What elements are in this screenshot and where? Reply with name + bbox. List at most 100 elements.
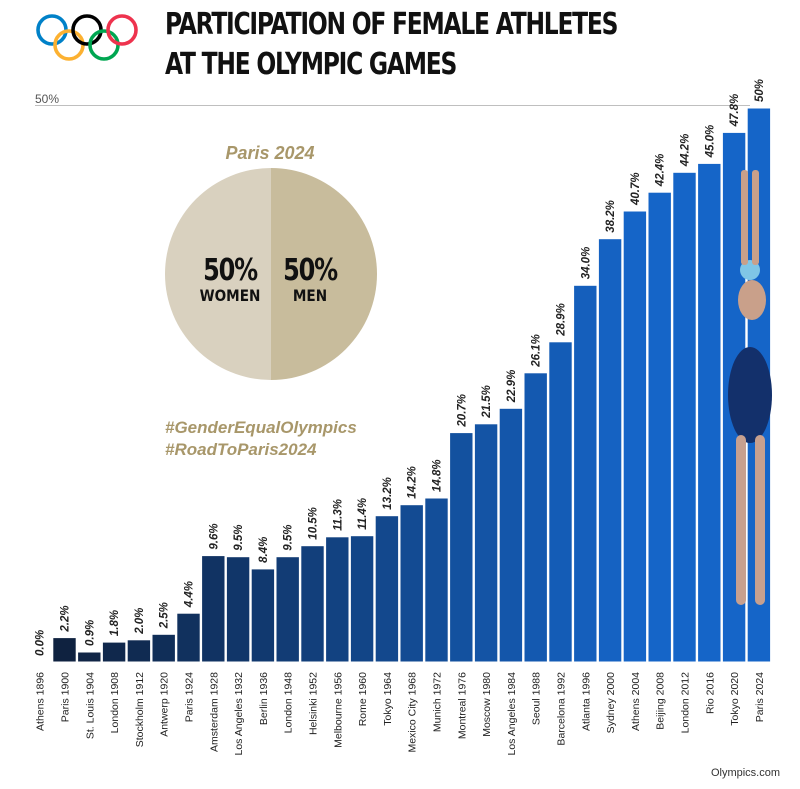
value-label: 2.0% <box>134 608 146 635</box>
women-label: WOMEN <box>199 286 261 305</box>
hashtag-gender-equal: #GenderEqualOlympics <box>165 418 357 437</box>
category-label: Rio 2016 <box>704 672 716 714</box>
chart-title-line-2: AT THE OLYMPIC GAMES <box>165 47 457 82</box>
bar-moscow-1980 <box>473 423 499 663</box>
category-label: Paris 2024 <box>754 672 766 722</box>
category-label: Antwerp 1920 <box>159 672 171 737</box>
value-label: 0.0% <box>35 630 47 656</box>
value-label: 14.2% <box>407 466 419 499</box>
bar-berlin-1936 <box>250 568 276 663</box>
gender-pie-chart <box>165 168 377 380</box>
value-label: 26.1% <box>531 334 543 368</box>
value-label: 10.5% <box>308 507 320 540</box>
inset-pie-title: Paris 2024 <box>225 143 315 163</box>
category-label: Beijing 2008 <box>655 672 667 730</box>
bar-paris-1900 <box>52 637 77 663</box>
value-label: 50% <box>754 79 766 102</box>
category-label: Seoul 1988 <box>531 672 543 725</box>
pie-slice-women <box>165 168 271 380</box>
value-label: 38.2% <box>605 200 617 233</box>
bar-mexico-city-1968 <box>399 504 424 663</box>
value-label: 2.5% <box>159 602 171 629</box>
category-label: Helsinki 1952 <box>308 672 320 735</box>
value-label: 9.5% <box>283 524 295 550</box>
men-percent: 50% <box>283 253 338 288</box>
bar-atlanta-1996 <box>573 284 598 663</box>
value-label: 34.0% <box>580 247 592 280</box>
reference-line-label: 50% <box>35 92 60 106</box>
category-label: Moscow 1980 <box>481 672 493 737</box>
category-label: Munich 1972 <box>432 672 444 732</box>
bar-athens-2004 <box>622 210 648 663</box>
bar-rome-1960 <box>349 535 375 663</box>
value-label: 14.8% <box>432 459 444 492</box>
category-label: Los Angeles 1932 <box>233 672 245 756</box>
olympic-rings-icon <box>36 14 138 61</box>
category-label: Melbourne 1956 <box>332 672 344 748</box>
bar-antwerp-1920 <box>151 633 176 663</box>
category-label: Berlin 1936 <box>258 672 270 725</box>
category-label: Paris 1924 <box>184 672 196 722</box>
category-label: Sydney 2000 <box>605 672 617 733</box>
bar-amsterdam-1928 <box>201 555 226 663</box>
bar-tokyo-1964 <box>374 515 400 663</box>
value-label: 9.6% <box>208 523 220 549</box>
value-label: 13.2% <box>382 477 394 510</box>
category-label: St. Louis 1904 <box>84 672 96 739</box>
pie-slice-men <box>271 168 377 380</box>
value-label: 47.8% <box>729 94 741 128</box>
category-label: Barcelona 1992 <box>556 672 568 746</box>
bar-stockholm-1912 <box>126 639 152 663</box>
value-label: 11.4% <box>357 498 369 530</box>
bar-melbourne-1956 <box>325 536 350 663</box>
reference-line <box>35 105 750 106</box>
bar-rio-2016 <box>697 162 722 663</box>
category-label: Athens 2004 <box>630 672 642 731</box>
bar-london-2012 <box>672 171 697 663</box>
men-share: 50% MEN <box>270 255 350 305</box>
value-label: 28.9% <box>556 303 568 337</box>
swimmer-illustration <box>728 170 772 605</box>
women-percent: 50% <box>203 253 258 288</box>
value-label: 1.8% <box>109 610 121 636</box>
category-label: London 2012 <box>680 672 692 733</box>
women-share: 50% WOMEN <box>190 255 270 305</box>
value-label: 45.0% <box>704 125 716 159</box>
value-label: 42.4% <box>655 154 667 188</box>
value-label: 0.9% <box>84 620 96 646</box>
bar-helsinki-1952 <box>300 545 325 663</box>
value-label: 21.5% <box>481 385 493 419</box>
bar-barcelona-1992 <box>548 341 573 663</box>
category-label: London 1908 <box>109 672 121 733</box>
value-label: 22.9% <box>506 370 518 404</box>
category-label: Los Angeles 1984 <box>506 672 518 756</box>
bar-beijing-2008 <box>647 191 672 663</box>
category-label: Rome 1960 <box>357 672 369 726</box>
category-label: Montreal 1976 <box>456 672 468 739</box>
value-label: 8.4% <box>258 537 270 563</box>
bar-los-angeles-1932 <box>225 556 251 663</box>
bar-munich-1972 <box>424 497 449 663</box>
value-label: 2.2% <box>60 605 72 632</box>
category-label: Tokyo 1964 <box>382 672 394 726</box>
category-label: Athens 1896 <box>35 672 47 731</box>
bar-london-1908 <box>101 641 127 663</box>
bar-seoul-1988 <box>523 372 548 663</box>
value-label: 9.5% <box>233 524 245 550</box>
category-label: London 1948 <box>283 672 295 733</box>
value-label: 11.3% <box>332 499 344 531</box>
source-credit: Olympics.com <box>710 767 780 779</box>
chart-title-line-1: PARTICIPATION OF FEMALE ATHLETES <box>165 7 618 42</box>
bar-paris-1924 <box>176 612 201 663</box>
bar-st-louis-1904 <box>77 651 102 663</box>
category-label: Tokyo 2020 <box>729 672 741 726</box>
men-label: MEN <box>292 286 328 305</box>
bar-london-1948 <box>275 556 300 663</box>
bar-los-angeles-1984 <box>498 407 524 663</box>
category-label: Paris 1900 <box>60 672 72 722</box>
category-label: Mexico City 1968 <box>407 672 419 753</box>
category-label: Atlanta 1996 <box>580 672 592 731</box>
value-label: 40.7% <box>630 172 642 206</box>
bar-montreal-1976 <box>449 432 474 663</box>
